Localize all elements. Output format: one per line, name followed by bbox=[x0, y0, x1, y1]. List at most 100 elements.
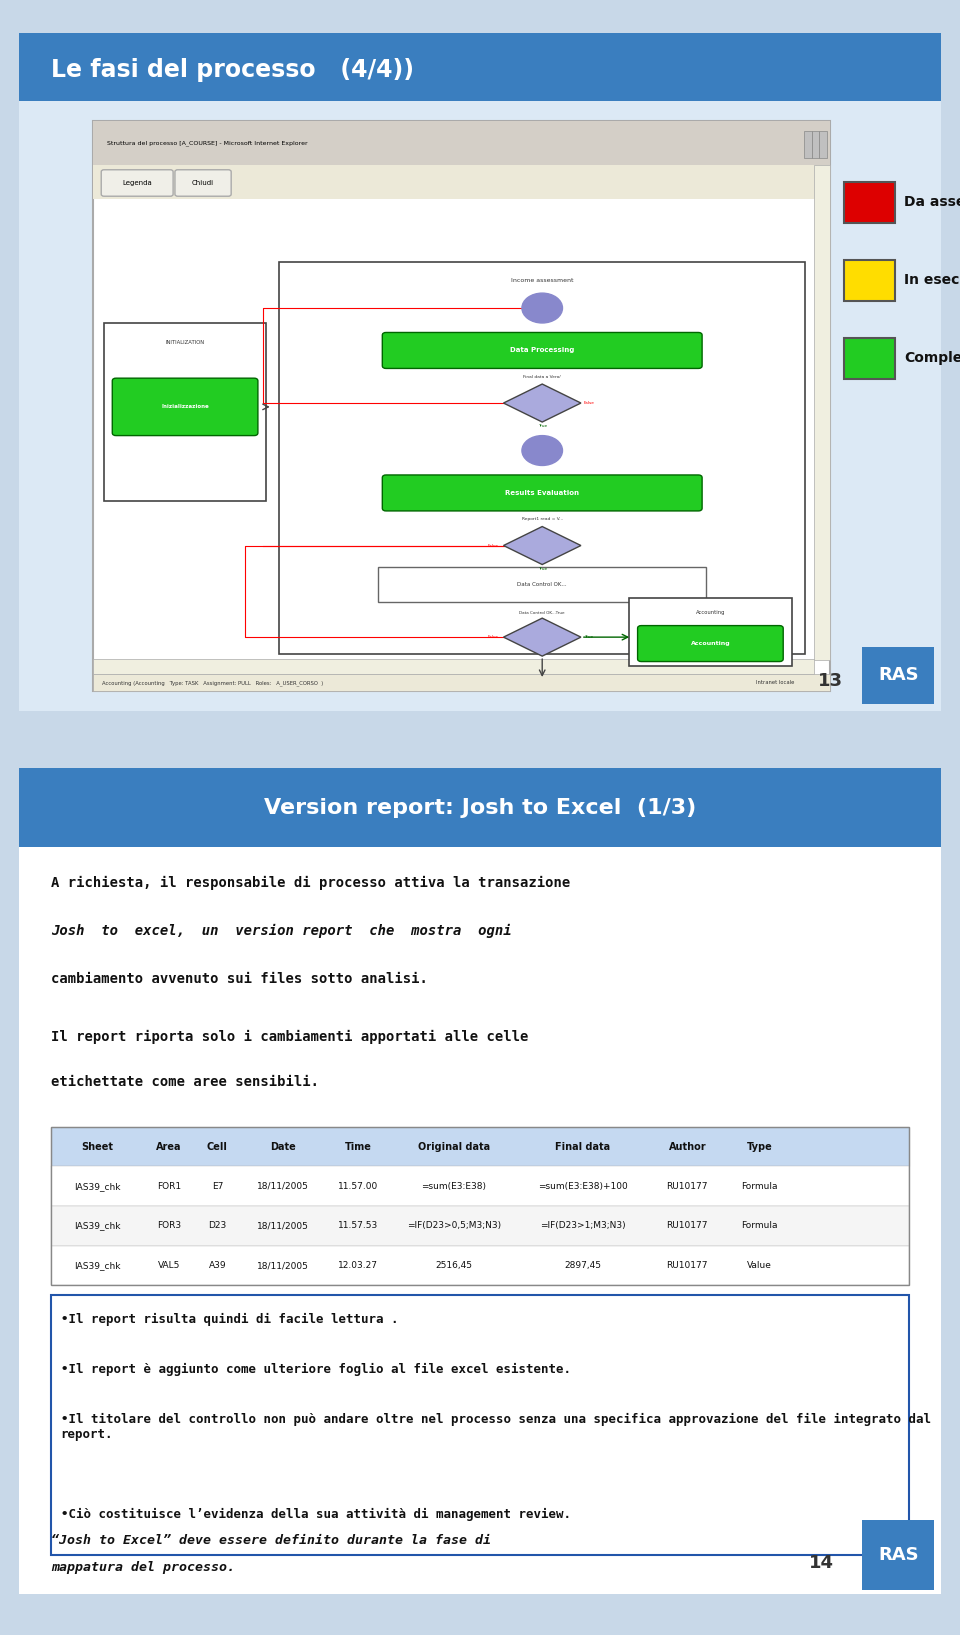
Text: E7: E7 bbox=[211, 1182, 223, 1190]
Text: 2516,45: 2516,45 bbox=[435, 1261, 472, 1270]
Text: mappatura del processo.: mappatura del processo. bbox=[52, 1561, 235, 1575]
Text: Final data a Vero/: Final data a Vero/ bbox=[523, 374, 561, 379]
FancyBboxPatch shape bbox=[382, 474, 702, 510]
FancyBboxPatch shape bbox=[93, 121, 830, 692]
FancyBboxPatch shape bbox=[52, 1246, 908, 1285]
Text: Completato: Completato bbox=[904, 352, 960, 365]
FancyBboxPatch shape bbox=[844, 181, 895, 222]
Text: Data Control OK...True: Data Control OK...True bbox=[519, 611, 564, 615]
FancyBboxPatch shape bbox=[19, 33, 941, 711]
Text: Accounting: Accounting bbox=[696, 610, 725, 615]
FancyBboxPatch shape bbox=[812, 131, 819, 159]
Text: Il report riporta solo i cambiamenti apportati alle celle: Il report riporta solo i cambiamenti app… bbox=[52, 1030, 529, 1043]
FancyBboxPatch shape bbox=[19, 100, 941, 711]
FancyBboxPatch shape bbox=[52, 1207, 908, 1246]
Text: False: False bbox=[584, 401, 594, 405]
FancyBboxPatch shape bbox=[19, 768, 941, 847]
Text: Accounting: Accounting bbox=[690, 641, 731, 646]
FancyBboxPatch shape bbox=[101, 170, 173, 196]
FancyBboxPatch shape bbox=[637, 626, 783, 662]
FancyBboxPatch shape bbox=[19, 33, 941, 100]
FancyBboxPatch shape bbox=[844, 260, 895, 301]
FancyBboxPatch shape bbox=[93, 674, 830, 692]
Text: RU10177: RU10177 bbox=[666, 1221, 708, 1231]
Text: Inizializzazione: Inizializzazione bbox=[161, 404, 209, 409]
Text: •Ciò costituisce l’evidenza della sua attività di management review.: •Ciò costituisce l’evidenza della sua at… bbox=[60, 1507, 570, 1521]
Text: 18/11/2005: 18/11/2005 bbox=[257, 1261, 309, 1270]
Text: FOR1: FOR1 bbox=[156, 1182, 181, 1190]
Text: A richiesta, il responsabile di processo attiva la transazione: A richiesta, il responsabile di processo… bbox=[52, 876, 570, 889]
Text: “Josh to Excel” deve essere definito durante la fase di: “Josh to Excel” deve essere definito dur… bbox=[52, 1534, 492, 1547]
Text: 11.57.00: 11.57.00 bbox=[338, 1182, 378, 1190]
Text: Author: Author bbox=[668, 1141, 707, 1151]
Text: RAS: RAS bbox=[878, 667, 919, 685]
Circle shape bbox=[522, 293, 563, 324]
Text: 18/11/2005: 18/11/2005 bbox=[257, 1221, 309, 1231]
Text: Income assessment: Income assessment bbox=[511, 278, 573, 283]
Text: Da assegnare: Da assegnare bbox=[904, 195, 960, 209]
FancyBboxPatch shape bbox=[93, 121, 830, 165]
Polygon shape bbox=[503, 384, 581, 422]
Text: Original data: Original data bbox=[418, 1141, 490, 1151]
Text: RU10177: RU10177 bbox=[666, 1182, 708, 1190]
Text: Josh  to  excel,  un  version report  che  mostra  ogni: Josh to excel, un version report che mos… bbox=[52, 924, 512, 938]
FancyBboxPatch shape bbox=[112, 378, 258, 435]
FancyBboxPatch shape bbox=[819, 131, 827, 159]
Text: Report1 read = V...: Report1 read = V... bbox=[521, 517, 563, 522]
Text: Time: Time bbox=[345, 1141, 372, 1151]
Text: Value: Value bbox=[747, 1261, 772, 1270]
Text: cambiamento avvenuto sui files sotto analisi.: cambiamento avvenuto sui files sotto ana… bbox=[52, 971, 428, 986]
Text: Struttura del processo [A_COURSE] - Microsoft Internet Explorer: Struttura del processo [A_COURSE] - Micr… bbox=[107, 141, 307, 146]
Text: Version report: Josh to Excel  (1/3): Version report: Josh to Excel (1/3) bbox=[264, 798, 696, 818]
Text: =sum(E3:E38)+100: =sum(E3:E38)+100 bbox=[538, 1182, 628, 1190]
Text: FOR3: FOR3 bbox=[156, 1221, 181, 1231]
Text: IAS39_chk: IAS39_chk bbox=[74, 1261, 121, 1270]
FancyBboxPatch shape bbox=[104, 324, 266, 500]
Text: 12.03.27: 12.03.27 bbox=[338, 1261, 378, 1270]
Text: Area: Area bbox=[156, 1141, 181, 1151]
Text: IAS39_chk: IAS39_chk bbox=[74, 1182, 121, 1190]
Text: Sheet: Sheet bbox=[82, 1141, 113, 1151]
Text: Chiudi: Chiudi bbox=[192, 180, 214, 186]
FancyBboxPatch shape bbox=[630, 598, 791, 667]
Text: False: False bbox=[488, 543, 499, 548]
Text: Formula: Formula bbox=[741, 1182, 778, 1190]
Text: VAL5: VAL5 bbox=[157, 1261, 180, 1270]
FancyBboxPatch shape bbox=[844, 338, 895, 379]
Text: Date: Date bbox=[270, 1141, 296, 1151]
Text: D23: D23 bbox=[208, 1221, 227, 1231]
FancyBboxPatch shape bbox=[279, 262, 805, 654]
FancyBboxPatch shape bbox=[862, 1521, 934, 1589]
FancyBboxPatch shape bbox=[19, 768, 941, 1594]
FancyBboxPatch shape bbox=[862, 647, 934, 705]
Text: 14: 14 bbox=[808, 1553, 833, 1571]
Text: A39: A39 bbox=[208, 1261, 227, 1270]
Text: 13: 13 bbox=[818, 672, 843, 690]
FancyBboxPatch shape bbox=[804, 131, 812, 159]
Text: RAS: RAS bbox=[878, 1547, 919, 1565]
Text: IAS39_chk: IAS39_chk bbox=[74, 1221, 121, 1231]
FancyBboxPatch shape bbox=[52, 1295, 908, 1555]
FancyBboxPatch shape bbox=[93, 659, 814, 674]
Text: •Il titolare del controllo non può andare oltre nel processo senza una specifica: •Il titolare del controllo non può andar… bbox=[60, 1413, 930, 1440]
Text: 2897,45: 2897,45 bbox=[564, 1261, 601, 1270]
FancyBboxPatch shape bbox=[52, 1127, 908, 1166]
FancyBboxPatch shape bbox=[814, 165, 830, 661]
Text: =sum(E3:E38): =sum(E3:E38) bbox=[421, 1182, 486, 1190]
Text: True: True bbox=[538, 423, 547, 428]
Text: Formula: Formula bbox=[741, 1221, 778, 1231]
Text: Intranet locale: Intranet locale bbox=[756, 680, 795, 685]
Text: Results Evaluation: Results Evaluation bbox=[505, 490, 579, 495]
FancyBboxPatch shape bbox=[52, 1166, 908, 1207]
Text: •Il report è aggiunto come ulteriore foglio al file excel esistente.: •Il report è aggiunto come ulteriore fog… bbox=[60, 1364, 570, 1377]
Text: Legenda: Legenda bbox=[122, 180, 152, 186]
Text: True: True bbox=[584, 634, 593, 639]
FancyBboxPatch shape bbox=[175, 170, 231, 196]
Polygon shape bbox=[503, 618, 581, 656]
Text: Data Control OK...: Data Control OK... bbox=[517, 582, 567, 587]
Text: Le fasi del processo   (4/4)): Le fasi del processo (4/4)) bbox=[52, 57, 415, 82]
Text: etichettate come aree sensibili.: etichettate come aree sensibili. bbox=[52, 1074, 320, 1089]
Polygon shape bbox=[503, 526, 581, 564]
Text: False: False bbox=[488, 634, 499, 639]
Text: =IF(D23>1;M3;N3): =IF(D23>1;M3;N3) bbox=[540, 1221, 626, 1231]
